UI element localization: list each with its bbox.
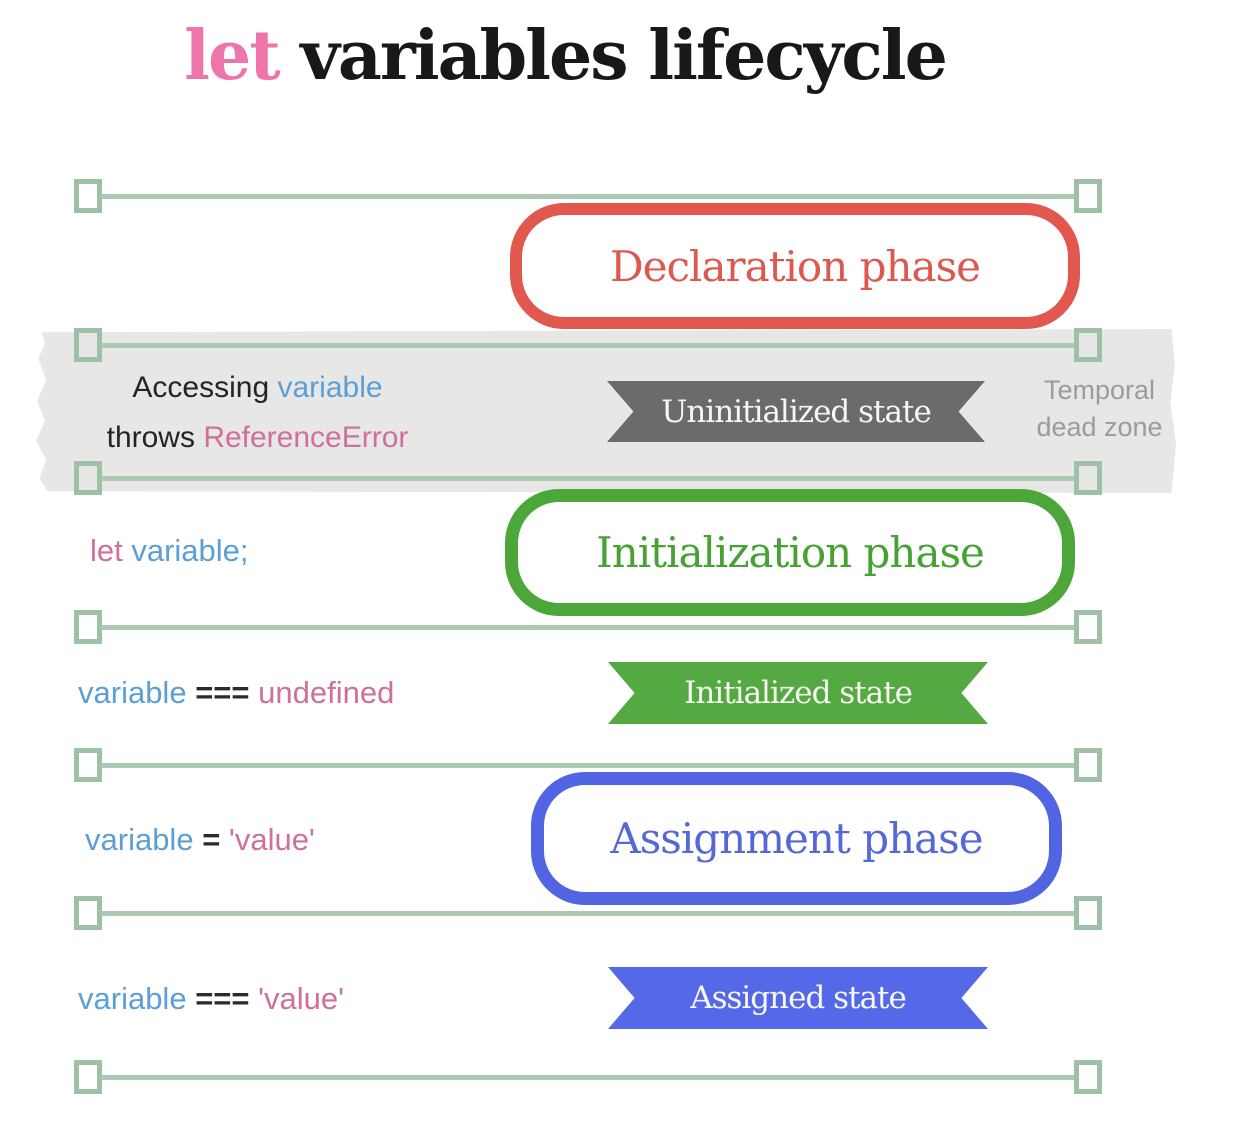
state-label-initialized: Initialized state <box>684 675 913 711</box>
code-equals-value: variable === 'value' <box>78 981 344 1017</box>
separator-line <box>101 343 1075 348</box>
timeline-separator-2 <box>74 328 1102 362</box>
code-token: variable <box>78 675 196 710</box>
phase-label-declaration: Declaration phase <box>609 241 981 291</box>
phase-label-assignment: Assignment phase <box>610 814 983 863</box>
timeline-separator-3 <box>74 461 1102 495</box>
code-equals-undefined: variable === undefined <box>78 675 394 711</box>
code-token: === <box>195 981 259 1016</box>
separator-square-icon <box>74 748 102 782</box>
separator-square-icon <box>1074 1060 1102 1094</box>
code-token: === <box>195 675 259 710</box>
separator-line <box>101 1075 1075 1080</box>
code-assign-value: variable = 'value' <box>85 822 315 858</box>
separator-line <box>101 763 1075 768</box>
phase-box-declaration: Declaration phase <box>510 203 1080 329</box>
separator-square-icon <box>74 610 102 644</box>
code-token: 'value' <box>258 981 345 1016</box>
phase-box-assignment: Assignment phase <box>531 772 1062 905</box>
separator-line <box>101 625 1075 630</box>
state-ribbon-initialized: Initialized state <box>608 662 988 724</box>
separator-line <box>101 194 1075 199</box>
code-token: undefined <box>258 675 395 710</box>
separator-square-icon <box>74 896 102 930</box>
separator-square-icon <box>1074 896 1102 930</box>
code-token: let <box>90 533 132 568</box>
state-label-assigned: Assigned state <box>690 980 907 1016</box>
code-token: 'value' <box>228 822 315 857</box>
code-token: variable <box>85 822 203 857</box>
phase-box-initialization: Initialization phase <box>505 489 1075 616</box>
separator-square-icon <box>74 461 102 495</box>
tdz-throws-word: throws <box>106 421 204 454</box>
tdz-access-variable: variable <box>277 371 383 404</box>
phase-label-initialization: Initialization phase <box>596 528 985 577</box>
code-token: variable; <box>131 533 249 568</box>
code-let-declaration: let variable; <box>90 533 249 569</box>
separator-square-icon <box>74 179 102 213</box>
separator-square-icon <box>74 328 102 362</box>
page-title: let variables lifecycle <box>0 14 1130 99</box>
separator-line <box>101 911 1075 916</box>
separator-square-icon <box>1074 328 1102 362</box>
tdz-zone-label: Temporal dead zone <box>1012 372 1187 446</box>
separator-square-icon <box>1074 748 1102 782</box>
title-keyword: let <box>184 16 281 96</box>
tdz-access-note: Accessing variable throws ReferenceError <box>45 363 470 463</box>
timeline-separator-7 <box>74 1060 1102 1094</box>
timeline-separator-6 <box>74 896 1102 930</box>
separator-square-icon <box>74 1060 102 1094</box>
tdz-reference-error: ReferenceError <box>203 421 409 454</box>
timeline-separator-4 <box>74 610 1102 644</box>
temporal-dead-zone-band <box>36 329 1176 493</box>
state-ribbon-assigned: Assigned state <box>608 967 988 1029</box>
separator-line <box>101 476 1075 481</box>
state-ribbon-uninitialized: Uninitialized state <box>607 381 985 442</box>
timeline-separator-1 <box>74 179 1102 213</box>
state-label-uninitialized: Uninitialized state <box>661 393 932 430</box>
title-rest: variables lifecycle <box>278 16 948 96</box>
tdz-zone-line2: dead zone <box>1036 412 1163 442</box>
tdz-zone-line1: Temporal <box>1043 375 1156 405</box>
separator-square-icon <box>1074 610 1102 644</box>
code-token: variable <box>78 981 196 1016</box>
separator-square-icon <box>1074 461 1102 495</box>
timeline-separator-5 <box>74 748 1102 782</box>
separator-square-icon <box>1074 179 1102 213</box>
code-token: = <box>202 822 229 857</box>
tdz-access-word: Accessing <box>132 371 278 404</box>
